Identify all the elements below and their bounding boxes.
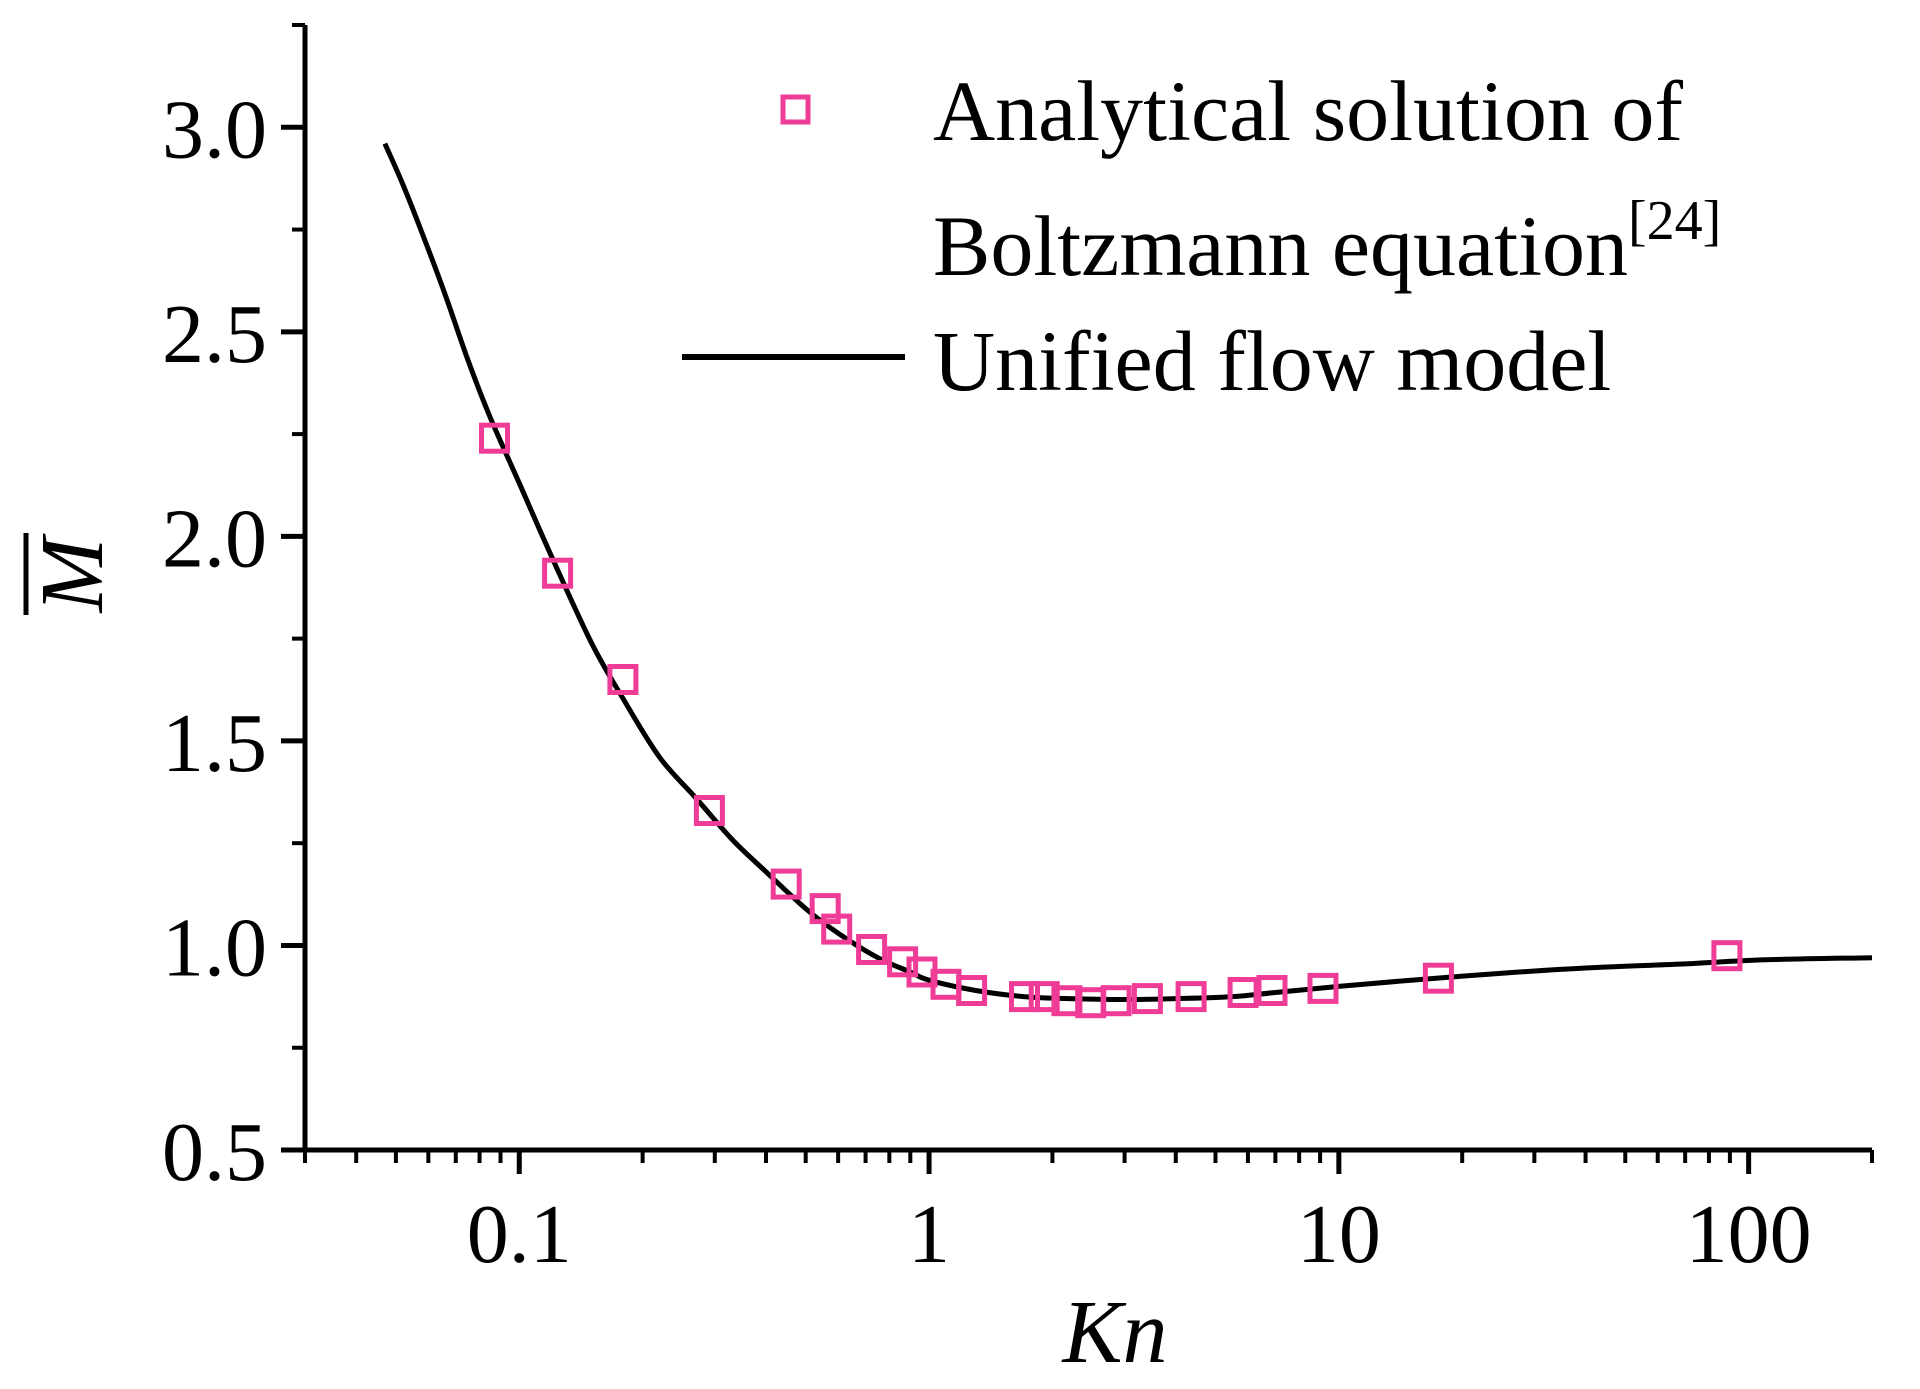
x-axis-title: Kn <box>1060 1283 1167 1382</box>
x-tick-label: 1 <box>908 1188 950 1281</box>
analytical-point <box>1131 983 1163 1015</box>
analytical-markers-layer <box>479 422 1743 1019</box>
legend-label-analytical: Analytical solution of <box>933 63 1683 159</box>
legend: Analytical solution of Boltzmann equatio… <box>682 63 1721 409</box>
y-axis-title: M <box>23 532 122 614</box>
legend-label-superscript: [24] <box>1628 190 1721 252</box>
y-tick-label: 1.5 <box>162 697 267 790</box>
x-tick-label: 10 <box>1297 1188 1381 1281</box>
y-tick-label: 3.0 <box>162 83 267 176</box>
analytical-point <box>542 557 574 589</box>
y-tick-label: 2.0 <box>162 492 267 585</box>
y-tick-labels: 0.5 1.0 1.5 2.0 2.5 3.0 <box>162 83 267 1199</box>
analytical-point <box>1256 975 1288 1006</box>
analytical-point <box>1227 977 1259 1008</box>
minor-ticks <box>292 23 1874 1163</box>
legend-square-marker <box>780 94 811 125</box>
analytical-point <box>1307 972 1339 1004</box>
legend-label-boltzmann-main: Boltzmann equation <box>933 198 1628 294</box>
analytical-point <box>1175 981 1207 1013</box>
analytical-point <box>1711 940 1743 972</box>
analytical-point <box>1028 981 1060 1013</box>
analytical-point <box>479 422 510 454</box>
model-line <box>382 142 1873 1003</box>
analytical-point <box>607 664 639 695</box>
analytical-point <box>1100 985 1132 1017</box>
analytical-point <box>856 934 888 965</box>
plot-frame <box>302 25 1872 1153</box>
x-tick-label: 0.1 <box>467 1188 572 1281</box>
x-tick-label: 100 <box>1686 1188 1812 1281</box>
analytical-point <box>887 946 919 978</box>
model-line-layer <box>382 142 1873 1003</box>
analytical-point <box>693 795 725 826</box>
analytical-point <box>1422 962 1454 994</box>
x-tick-labels: 0.1 1 10 100 <box>467 1188 1812 1281</box>
analytical-point <box>956 975 988 1006</box>
y-tick-label: 2.5 <box>162 288 267 381</box>
y-tick-label: 1.0 <box>162 901 267 994</box>
analytical-point <box>1009 981 1040 1013</box>
legend-label-boltzmann: Boltzmann equation[24] <box>933 190 1721 294</box>
legend-label-unified-model: Unified flow model <box>933 313 1611 409</box>
y-axis-title-group: M <box>23 532 122 615</box>
major-ticks <box>281 124 1752 1174</box>
y-tick-label: 0.5 <box>162 1106 267 1199</box>
analytical-point <box>770 868 802 900</box>
analytical-point <box>821 913 853 945</box>
